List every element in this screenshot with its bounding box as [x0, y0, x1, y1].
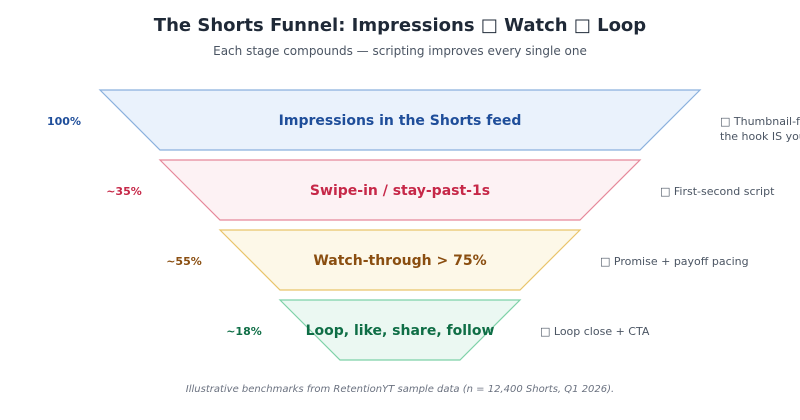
stage-note: □ Loop close + CTA: [540, 325, 650, 338]
stage-note: □ First-second script: [660, 185, 775, 198]
stage-note: □ Promise + payoff pacing: [600, 255, 749, 268]
stage-shape: [98, 89, 702, 151]
stage-percent: ~18%: [226, 325, 262, 338]
page-title: The Shorts Funnel: Impressions □ Watch □…: [153, 15, 647, 36]
page-subtitle: Each stage compounds — scripting improve…: [213, 44, 587, 58]
stage-note: □ Thumbnail-fr: [720, 115, 800, 128]
stage-label: Swipe-in / stay-past-1s: [310, 183, 490, 199]
stage-label: Loop, like, share, follow: [306, 323, 495, 339]
stage-percent: 100%: [47, 115, 81, 128]
funnel-stage-watch-through: Watch-through > 75% ~55% □ Promise + pay…: [166, 229, 749, 291]
funnel-stage-loop: Loop, like, share, follow ~18% □ Loop cl…: [226, 299, 650, 361]
stage-shape: [218, 229, 582, 291]
footnote: Illustrative benchmarks from RetentionYT…: [185, 384, 615, 395]
stage-label: Impressions in the Shorts feed: [279, 113, 522, 129]
stage-percent: ~55%: [166, 255, 202, 268]
funnel-stage-impressions: Impressions in the Shorts feed 100% □ Th…: [47, 89, 800, 151]
stage-shape: [278, 299, 522, 361]
stage-shape: [158, 159, 642, 221]
stage-percent: ~35%: [106, 185, 142, 198]
stage-note-line2: the hook IS you: [720, 130, 800, 143]
funnel-stage-swipe-in: Swipe-in / stay-past-1s ~35% □ First-sec…: [106, 159, 775, 221]
stage-label: Watch-through > 75%: [313, 253, 486, 269]
